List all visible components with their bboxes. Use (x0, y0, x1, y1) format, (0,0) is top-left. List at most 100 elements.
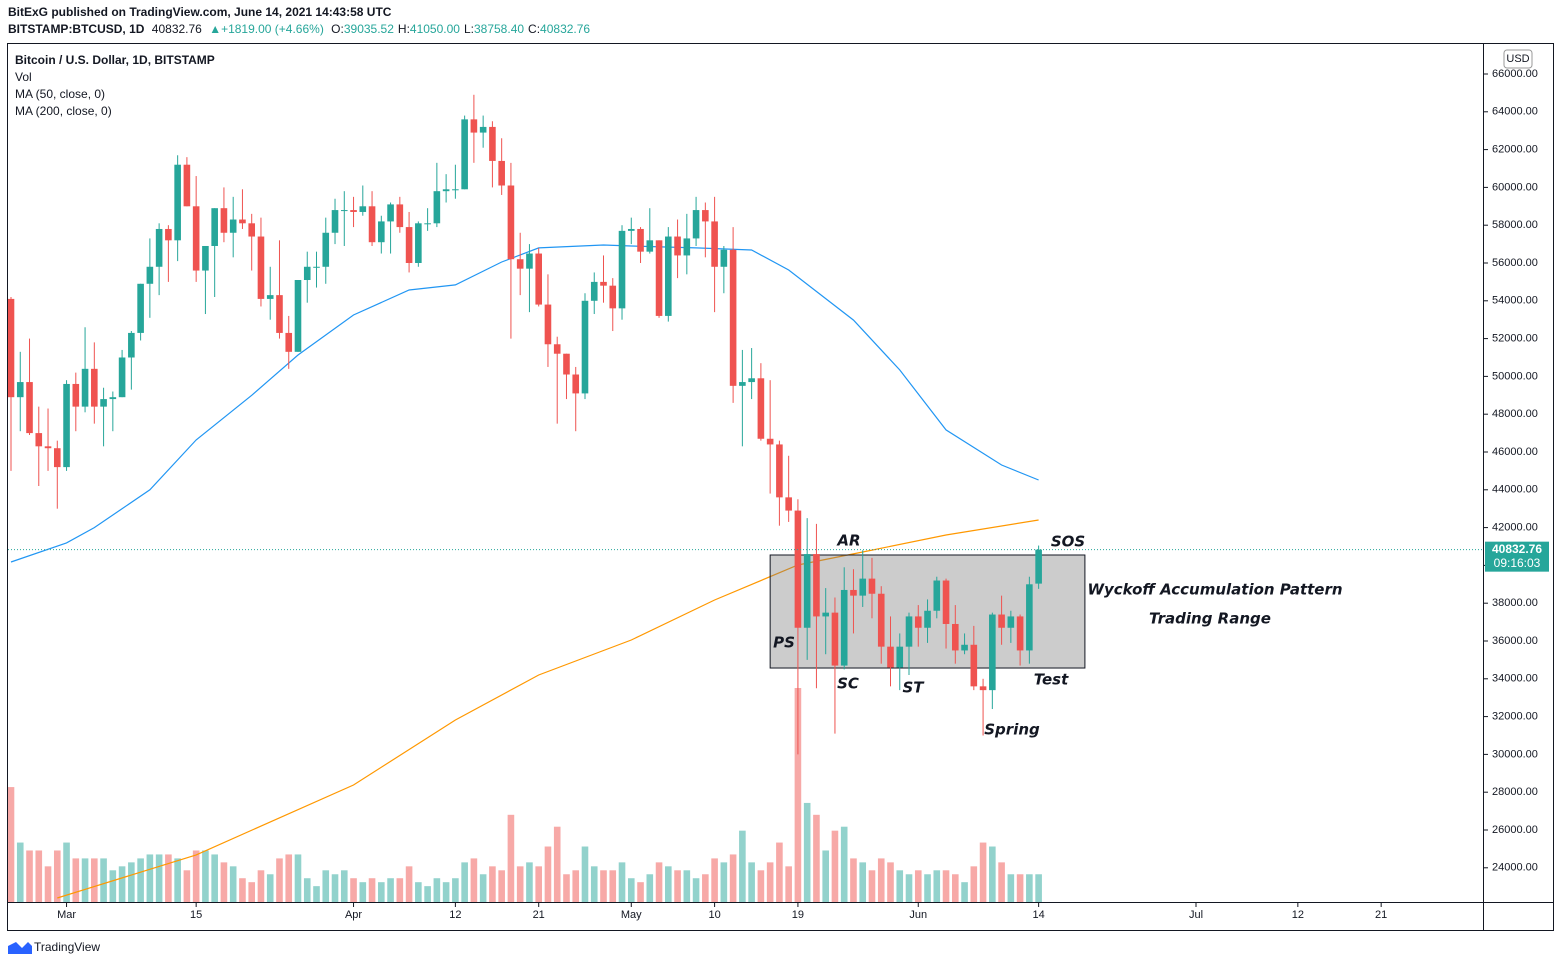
x-tick-label: 19 (792, 909, 804, 921)
volume-bar (516, 866, 524, 902)
y-tick-label: 58000.00 (1492, 219, 1538, 231)
y-tick-label: 42000.00 (1492, 521, 1538, 533)
candle-body (415, 223, 422, 263)
volume-bar (544, 846, 552, 902)
candle-body (729, 249, 737, 386)
volume-bar (266, 874, 274, 902)
x-tick-label: May (621, 909, 642, 921)
volume-bar (757, 870, 765, 902)
volume-bar (433, 878, 441, 902)
candle-body (711, 221, 718, 267)
candle-body (331, 210, 339, 233)
currency: USD (1506, 53, 1529, 65)
candle-body (924, 610, 931, 628)
volume-bar (618, 862, 626, 902)
x-tick-label: 10 (708, 909, 720, 921)
volume-bar (452, 878, 459, 902)
ohlc-key: C: (528, 22, 541, 36)
y-tick-label: 66000.00 (1492, 68, 1538, 80)
y-tick-label: 56000.00 (1492, 257, 1538, 269)
candle-body (887, 646, 894, 668)
volume-bar (368, 878, 376, 902)
candle-body (637, 228, 644, 252)
candle-body (868, 578, 876, 594)
candle-body (507, 185, 515, 260)
volume-bar (739, 830, 746, 902)
candle-body (757, 378, 765, 439)
change: ▲+1819.00 (+4.66%) (209, 22, 324, 36)
symbol: BITSTAMP:BTCUSD, 1D (8, 22, 145, 36)
volume-bar (822, 850, 829, 902)
volume-bar (81, 858, 89, 902)
volume-bar (627, 878, 635, 902)
candle-body (294, 280, 302, 352)
volume-bar (461, 862, 468, 902)
volume-bar (868, 870, 876, 902)
candle-body (165, 228, 172, 241)
candle-body (340, 210, 348, 212)
volume-bar (1016, 874, 1024, 902)
x-tick-label: 15 (190, 909, 202, 921)
candle-body (8, 298, 15, 398)
candle-body (229, 219, 237, 233)
candle-body (248, 223, 256, 237)
y-tick-label: 34000.00 (1492, 673, 1538, 685)
candle-body (313, 266, 320, 268)
moving-average (10, 244, 1039, 563)
candle-body (220, 208, 228, 233)
legend-vol: Vol (15, 70, 32, 84)
candle-body (498, 160, 505, 186)
y-tick-label: 64000.00 (1492, 106, 1538, 118)
candle-body (989, 614, 996, 691)
candle-body (26, 382, 33, 434)
candle-body (859, 578, 867, 596)
x-tick-label: Jul (1189, 909, 1203, 921)
volume-bar (109, 870, 117, 902)
volume-bar (91, 858, 98, 902)
volume-bar (924, 874, 931, 902)
countdown: 09:16:03 (1494, 556, 1541, 570)
candle-body (128, 332, 135, 358)
volume-bar (776, 842, 783, 902)
volume-bar (359, 882, 367, 902)
ohlc-key: L: (463, 22, 474, 36)
x-tick-label: 21 (533, 909, 545, 921)
volume-bar (970, 866, 978, 902)
volume-bar (526, 862, 533, 902)
y-tick-label: 44000.00 (1492, 484, 1538, 496)
y-tick-label: 36000.00 (1492, 635, 1538, 647)
volume-bar (229, 866, 237, 902)
candle-body (405, 227, 413, 263)
volume-bar (813, 814, 820, 902)
publisher: BitExG published on TradingView.com, Jun… (8, 5, 395, 19)
volume-bar (8, 787, 15, 902)
volume-bar (303, 878, 311, 902)
candle-body (850, 589, 857, 596)
volume-bar (535, 866, 542, 902)
candle-body (118, 357, 126, 398)
candle-body (470, 119, 478, 133)
candle-body (16, 382, 24, 398)
candle-body (479, 126, 487, 133)
candle-body (914, 616, 922, 628)
candle-body (794, 510, 802, 628)
candle-body (368, 206, 376, 243)
volume-bar (998, 862, 1005, 902)
ohlc-value: 41050.00 (409, 22, 460, 36)
candle-body (877, 593, 885, 647)
annotation: AR (836, 532, 860, 550)
volume-bar (581, 846, 589, 902)
volume-bar (748, 862, 755, 902)
candle-body (683, 238, 691, 256)
frame (7, 43, 1554, 931)
candle-body (998, 614, 1005, 628)
x-tick-label: Apr (345, 909, 362, 921)
volume-bar (192, 850, 200, 902)
volume-bar (1035, 874, 1042, 902)
candle-body (961, 644, 968, 651)
candle-body (544, 304, 552, 345)
candle-body (350, 210, 357, 212)
volume-bar (479, 874, 487, 902)
candle-body (831, 612, 839, 666)
